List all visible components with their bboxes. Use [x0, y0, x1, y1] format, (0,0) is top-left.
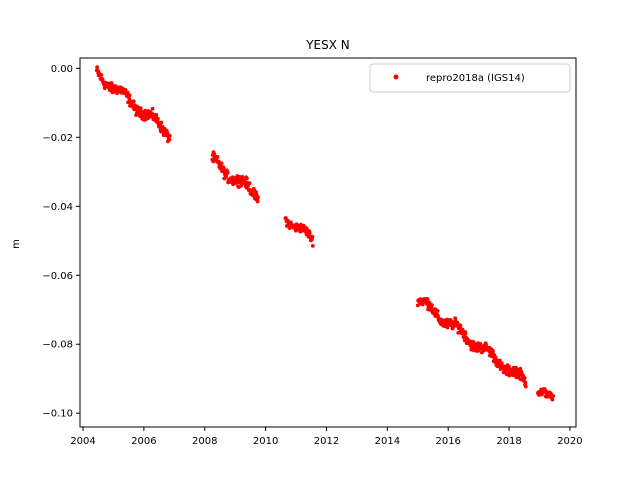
plot-frame [79, 57, 577, 428]
data-point [310, 234, 315, 239]
x-tick-label: 2006 [131, 436, 156, 447]
data-point [429, 303, 434, 307]
x-tick-label: 2004 [70, 436, 95, 447]
y-tick-label: −0.04 [42, 202, 73, 213]
chart-title: YESX N [305, 38, 350, 52]
data-point [159, 120, 164, 125]
data-point [240, 174, 245, 179]
data-point [225, 170, 230, 175]
data-point [127, 93, 132, 98]
x-tick-label: 2014 [375, 436, 400, 447]
data-point [420, 302, 425, 307]
data-point [307, 231, 312, 236]
x-tick-label: 2012 [314, 436, 339, 447]
data-point [499, 361, 504, 365]
data-points [94, 65, 556, 402]
data-point [310, 243, 315, 248]
data-point [167, 137, 172, 142]
data-point [167, 133, 172, 138]
data-point [215, 154, 220, 159]
legend-label: repro2018a (IGS14) [426, 73, 525, 84]
data-point [523, 380, 528, 385]
data-point [212, 152, 217, 156]
data-point [247, 181, 252, 186]
data-point [254, 190, 258, 195]
data-point [99, 72, 104, 77]
data-point [551, 394, 556, 398]
data-point [221, 165, 226, 170]
legend-box [369, 63, 571, 93]
data-point [522, 376, 527, 380]
data-point [150, 106, 155, 111]
x-axis: 2004 2006 2008 2010 2012 2014 2016 2018 2020 [70, 427, 583, 447]
data-point [523, 384, 528, 389]
data-point [491, 348, 495, 353]
x-tick-label: 2020 [557, 436, 582, 447]
x-tick-label: 2010 [253, 436, 278, 447]
x-tick-label: 2018 [496, 436, 521, 447]
y-axis-label: m [11, 239, 22, 249]
y-axis: 0.00 −0.02 −0.04 −0.06 −0.08 −0.10 [42, 64, 80, 420]
data-point [138, 106, 143, 111]
data-point [256, 195, 260, 200]
y-tick-label: −0.06 [42, 271, 73, 282]
data-point [125, 90, 130, 95]
data-point [224, 174, 229, 179]
y-tick-label: −0.08 [42, 340, 73, 351]
y-tick-label: −0.02 [42, 133, 73, 144]
data-point [484, 343, 488, 347]
data-point [458, 323, 463, 328]
data-point [550, 397, 555, 402]
y-tick-label: 0.00 [51, 64, 73, 75]
data-point [156, 116, 160, 121]
legend: repro2018a (IGS14) [369, 63, 571, 93]
data-point [109, 81, 114, 85]
data-point [127, 96, 132, 101]
data-point [239, 183, 244, 188]
data-point [445, 325, 450, 330]
data-point [165, 131, 170, 136]
data-point [131, 99, 136, 104]
x-tick-label: 2016 [435, 436, 460, 447]
data-point [435, 309, 440, 313]
data-point [244, 176, 249, 181]
legend-marker [393, 74, 399, 80]
data-point [507, 364, 511, 369]
data-point [463, 331, 468, 336]
data-point [95, 65, 100, 70]
data-point [255, 199, 260, 204]
data-point [219, 161, 224, 166]
data-point [154, 113, 159, 117]
y-tick-label: −0.10 [42, 409, 73, 420]
x-tick-label: 2008 [192, 436, 217, 447]
